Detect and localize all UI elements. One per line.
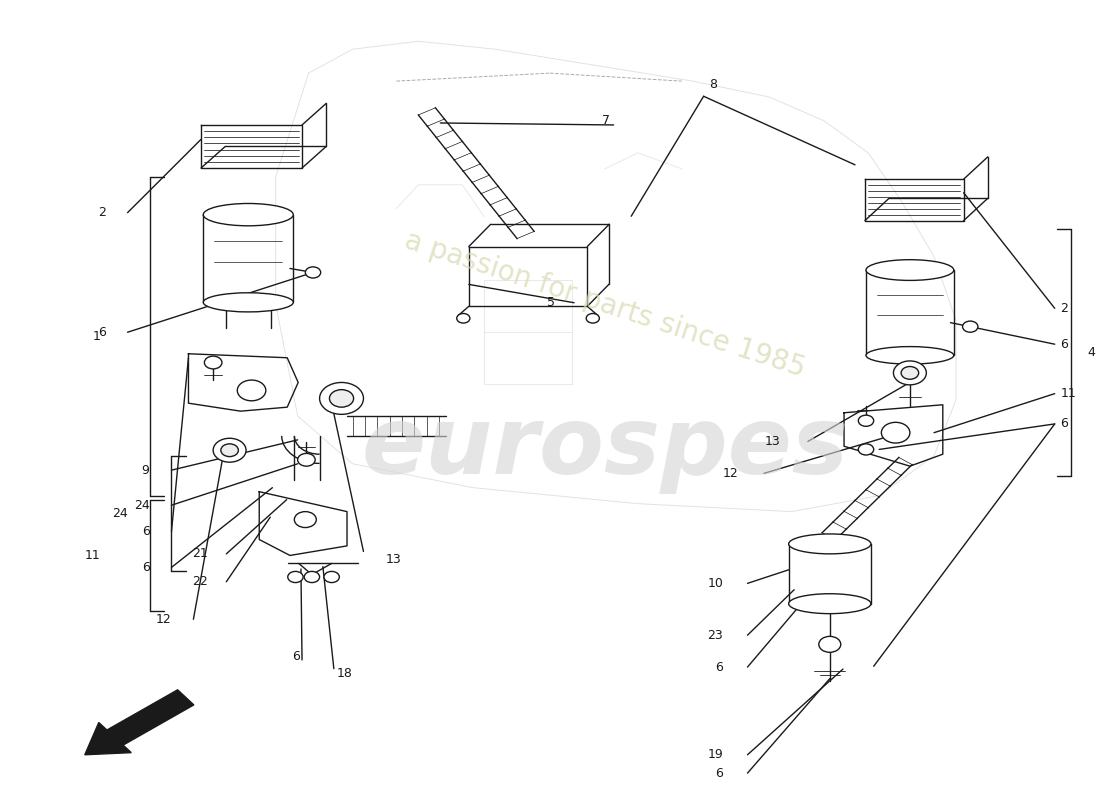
Text: a passion for parts since 1985: a passion for parts since 1985 — [402, 226, 808, 382]
Circle shape — [456, 314, 470, 323]
Ellipse shape — [866, 260, 954, 281]
Text: 5: 5 — [548, 296, 556, 310]
Text: 6: 6 — [1060, 338, 1068, 350]
Ellipse shape — [789, 534, 871, 554]
FancyArrow shape — [85, 690, 194, 754]
Text: 6: 6 — [142, 561, 150, 574]
Circle shape — [295, 512, 317, 527]
Text: 13: 13 — [385, 553, 402, 566]
Text: 24: 24 — [112, 507, 128, 520]
Circle shape — [306, 267, 321, 278]
Circle shape — [213, 438, 246, 462]
Text: 9: 9 — [142, 464, 150, 477]
Text: 4: 4 — [1088, 346, 1096, 358]
Text: 24: 24 — [134, 498, 150, 512]
Ellipse shape — [204, 203, 294, 226]
Circle shape — [962, 321, 978, 332]
Text: 6: 6 — [715, 661, 724, 674]
Text: 6: 6 — [715, 766, 724, 779]
Circle shape — [858, 415, 873, 426]
Circle shape — [221, 444, 239, 457]
Text: 11: 11 — [85, 549, 100, 562]
Circle shape — [818, 636, 840, 652]
Text: 11: 11 — [1060, 387, 1076, 400]
Text: 21: 21 — [191, 547, 208, 560]
Circle shape — [586, 314, 600, 323]
Text: eurospes: eurospes — [361, 402, 848, 494]
Text: 12: 12 — [723, 467, 739, 480]
Text: 23: 23 — [707, 629, 724, 642]
Text: 6: 6 — [1060, 418, 1068, 430]
Text: 12: 12 — [156, 613, 172, 626]
Text: 2: 2 — [98, 206, 106, 219]
Circle shape — [298, 454, 316, 466]
Text: 22: 22 — [191, 575, 208, 588]
Circle shape — [324, 571, 339, 582]
Text: 6: 6 — [292, 650, 300, 663]
Text: 8: 8 — [710, 78, 717, 90]
Circle shape — [901, 366, 918, 379]
Text: 19: 19 — [707, 748, 724, 762]
Circle shape — [238, 380, 266, 401]
Text: 13: 13 — [764, 435, 780, 448]
Circle shape — [858, 444, 873, 455]
Circle shape — [288, 571, 304, 582]
Circle shape — [305, 571, 320, 582]
Circle shape — [893, 361, 926, 385]
Text: 7: 7 — [603, 114, 611, 127]
Ellipse shape — [866, 346, 954, 364]
Circle shape — [320, 382, 363, 414]
Text: 2: 2 — [1060, 302, 1068, 315]
Text: 6: 6 — [98, 326, 106, 338]
Text: 18: 18 — [337, 667, 353, 680]
Text: 10: 10 — [707, 577, 724, 590]
Text: 6: 6 — [142, 525, 150, 538]
Circle shape — [205, 356, 222, 369]
Circle shape — [881, 422, 910, 443]
Circle shape — [330, 390, 353, 407]
Text: 1: 1 — [92, 330, 100, 342]
Ellipse shape — [204, 293, 294, 312]
Ellipse shape — [789, 594, 871, 614]
